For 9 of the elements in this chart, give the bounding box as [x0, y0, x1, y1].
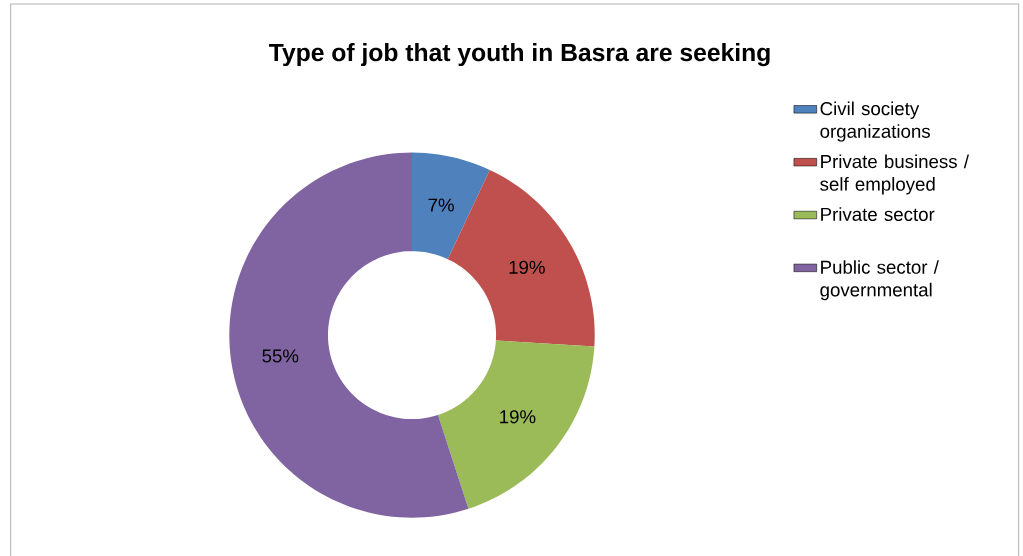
- chart-title: Type of job that youth in Basra are seeking: [269, 43, 770, 67]
- data-label: 7%: [428, 198, 454, 212]
- legend-label: Public sector / governmental: [820, 260, 939, 301]
- legend-label: Private business / self employed: [820, 154, 969, 195]
- data-label: 19%: [500, 410, 536, 424]
- legend-label: Private sector: [821, 207, 935, 221]
- legend-label: Civil society organizations: [820, 101, 930, 142]
- data-label: 19%: [509, 260, 545, 274]
- data-label: 55%: [262, 349, 299, 363]
